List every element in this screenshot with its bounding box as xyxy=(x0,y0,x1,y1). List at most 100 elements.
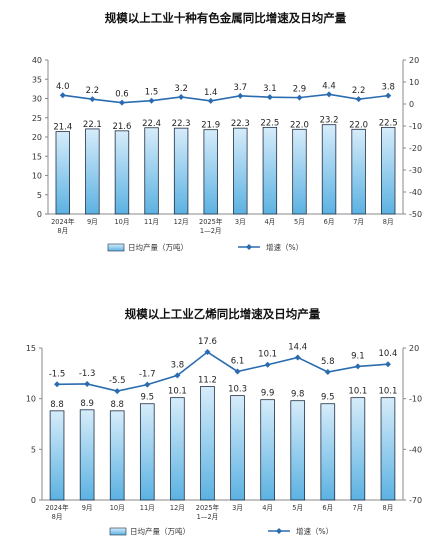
bar xyxy=(262,126,278,215)
legend-bar-swatch xyxy=(109,527,127,536)
left-tick-label: 15 xyxy=(32,152,42,161)
left-tick-label: 5 xyxy=(31,445,36,454)
bar-data-label: 22.5 xyxy=(260,118,279,128)
bar xyxy=(200,386,215,501)
x-tick-label: 12月 xyxy=(170,504,185,512)
x-tick-label: 10月 xyxy=(114,218,129,226)
line-data-label: 2.2 xyxy=(352,86,366,96)
line-point xyxy=(174,372,181,379)
bar xyxy=(144,127,159,215)
bar-data-label: 22.4 xyxy=(142,119,161,129)
bar xyxy=(203,129,218,215)
bar xyxy=(230,395,245,501)
x-tick-label: 1—2月 xyxy=(200,227,222,235)
line-data-label: 3.2 xyxy=(174,84,188,94)
bar-data-label: 22.0 xyxy=(290,120,309,130)
legend-line-label: 增速（%） xyxy=(266,242,303,252)
legend-line-label: 增速（%） xyxy=(296,526,333,536)
left-tick-label: 25 xyxy=(32,114,42,123)
bar-data-label: 22.3 xyxy=(172,119,191,129)
bar-data-label: 8.9 xyxy=(80,399,94,409)
bar xyxy=(79,409,95,501)
line-data-label: -1.3 xyxy=(79,369,96,379)
x-tick-label: 8月 xyxy=(57,227,68,235)
line-point xyxy=(178,93,185,100)
bar-data-label: 10.1 xyxy=(168,387,187,397)
chart-2: 规模以上工业乙烯同比增速及日均产量051015-70-40-10202024年8… xyxy=(26,307,422,536)
line-data-label: -5.5 xyxy=(109,376,126,386)
line-point xyxy=(296,94,303,101)
right-tick-label: 20 xyxy=(409,56,419,65)
x-tick-label: 9月 xyxy=(87,218,98,226)
legend-bar-label: 日均产量（万吨） xyxy=(128,242,188,252)
bar-data-label: 22.0 xyxy=(349,120,368,130)
line-point xyxy=(114,388,121,395)
x-tick-label: 12月 xyxy=(174,218,189,226)
line-point xyxy=(326,91,333,98)
line-data-label: 3.8 xyxy=(171,360,185,370)
bar-data-label: 10.1 xyxy=(378,387,397,397)
bar xyxy=(55,131,70,215)
line-data-label: 4.4 xyxy=(322,81,336,91)
x-tick-label: 6月 xyxy=(322,504,333,512)
chart-title: 规模以上工业乙烯同比增速及日均产量 xyxy=(125,307,321,321)
legend: 日均产量（万吨） 增速（%） xyxy=(107,242,303,252)
line-data-label: 10.1 xyxy=(258,350,277,360)
bar-data-label: 10.1 xyxy=(348,387,367,397)
line-point xyxy=(385,92,392,99)
line-point xyxy=(234,368,241,375)
bar-data-label: 21.6 xyxy=(112,122,131,132)
x-tick-label: 6月 xyxy=(324,218,335,226)
left-tick-label: 0 xyxy=(31,496,36,505)
x-tick-label: 11月 xyxy=(144,218,159,226)
x-tick-label: 8月 xyxy=(52,513,63,521)
line-point xyxy=(266,94,273,101)
x-tick-label: 2025年 xyxy=(196,503,220,512)
bar-data-label: 10.3 xyxy=(228,385,247,395)
legend-line-marker xyxy=(276,528,282,534)
line-data-label: 3.8 xyxy=(381,83,395,93)
line-point xyxy=(118,99,125,106)
right-tick-label: 20 xyxy=(409,344,419,353)
x-tick-label: 5月 xyxy=(292,504,303,512)
bar xyxy=(380,397,396,501)
line-point xyxy=(207,97,214,104)
line-point xyxy=(294,354,301,361)
bar xyxy=(260,399,275,501)
x-tick-label: 8月 xyxy=(383,218,394,226)
line-data-label: 5.8 xyxy=(321,357,335,367)
bar xyxy=(351,128,366,215)
bar-data-label: 9.5 xyxy=(141,393,155,403)
x-tick-label: 7月 xyxy=(353,218,364,226)
x-tick-label: 3月 xyxy=(235,218,246,226)
line-point xyxy=(354,363,361,370)
left-tick-label: 5 xyxy=(37,191,42,200)
line-point xyxy=(355,96,362,103)
bar-data-label: 9.5 xyxy=(321,393,335,403)
x-tick-label: 2024年 xyxy=(51,217,75,226)
line-data-label: 3.7 xyxy=(234,83,248,93)
left-tick-label: 0 xyxy=(37,210,42,219)
growth-line xyxy=(62,93,389,104)
x-tick-label: 8月 xyxy=(383,504,394,512)
bar xyxy=(381,126,396,215)
bar-data-label: 22.3 xyxy=(231,119,250,129)
bar-data-label: 21.9 xyxy=(201,121,220,131)
bar xyxy=(290,400,306,501)
line-data-label: 17.6 xyxy=(198,337,217,347)
line-point xyxy=(84,380,91,387)
right-tick-label: -40 xyxy=(409,188,422,197)
x-tick-label: 2025年 xyxy=(199,217,223,226)
right-tick-label: 0 xyxy=(409,100,414,109)
bar xyxy=(350,397,366,501)
line-data-label: -1.7 xyxy=(139,370,156,380)
line-data-label: 1.5 xyxy=(145,88,159,98)
right-tick-label: -70 xyxy=(409,496,422,505)
bar xyxy=(85,128,100,215)
x-tick-label: 3月 xyxy=(232,504,243,512)
right-tick-label: -10 xyxy=(409,395,422,404)
line-point xyxy=(237,92,244,99)
bar xyxy=(292,128,307,215)
bar xyxy=(139,403,155,501)
bar-data-label: 9.9 xyxy=(261,389,275,399)
